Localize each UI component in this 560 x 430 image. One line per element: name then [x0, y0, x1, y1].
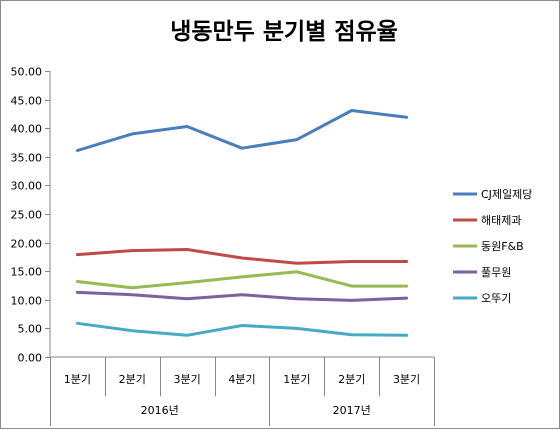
- y-tick-label: 30.00: [11, 180, 43, 193]
- y-tick-label: 45.00: [11, 95, 43, 108]
- legend-entry: CJ제일제당: [481, 187, 532, 201]
- series-line: [75, 321, 409, 337]
- legend-entry: 오뚜기: [481, 292, 511, 305]
- legend-entry: 동원F&B: [481, 240, 524, 253]
- x-tick-label: 4분기: [228, 373, 255, 386]
- x-group-label: 2017년: [333, 404, 371, 417]
- series-line: [75, 270, 409, 290]
- series-line: [75, 290, 409, 302]
- series-lines: [75, 109, 409, 337]
- y-tick-label: 25.00: [11, 209, 43, 222]
- x-tick-label: 2분기: [119, 373, 146, 386]
- x-tick-label: 1분기: [64, 373, 91, 386]
- x-group-label: 2016년: [141, 404, 179, 417]
- y-tick-label: 40.00: [11, 123, 43, 136]
- x-tick-label: 2분기: [338, 373, 365, 386]
- legend-entry: 풀무원: [481, 266, 511, 279]
- legend-entry: 해태제과: [481, 213, 521, 227]
- chart-title: 냉동만두 분기별 점유율: [170, 19, 398, 45]
- series-line: [75, 109, 409, 152]
- axes: 0.00 5.00 10.00 15.00 20.00 25.00 30.00 35.00 40…: [11, 66, 435, 426]
- y-tick-label: 20.00: [11, 238, 43, 251]
- y-tick-label: 0.00: [18, 352, 43, 365]
- x-tick-label: 3분기: [174, 373, 201, 386]
- y-tick-label: 5.00: [18, 323, 43, 336]
- x-tick-label: 1분기: [283, 373, 310, 386]
- y-tick-label: 35.00: [11, 152, 43, 165]
- y-tick-label: 10.00: [11, 295, 43, 308]
- series-line: [75, 248, 409, 265]
- y-tick-label: 50.00: [11, 66, 43, 79]
- x-tick-label: 3분기: [393, 373, 420, 386]
- y-tick-label: 15.00: [11, 266, 43, 279]
